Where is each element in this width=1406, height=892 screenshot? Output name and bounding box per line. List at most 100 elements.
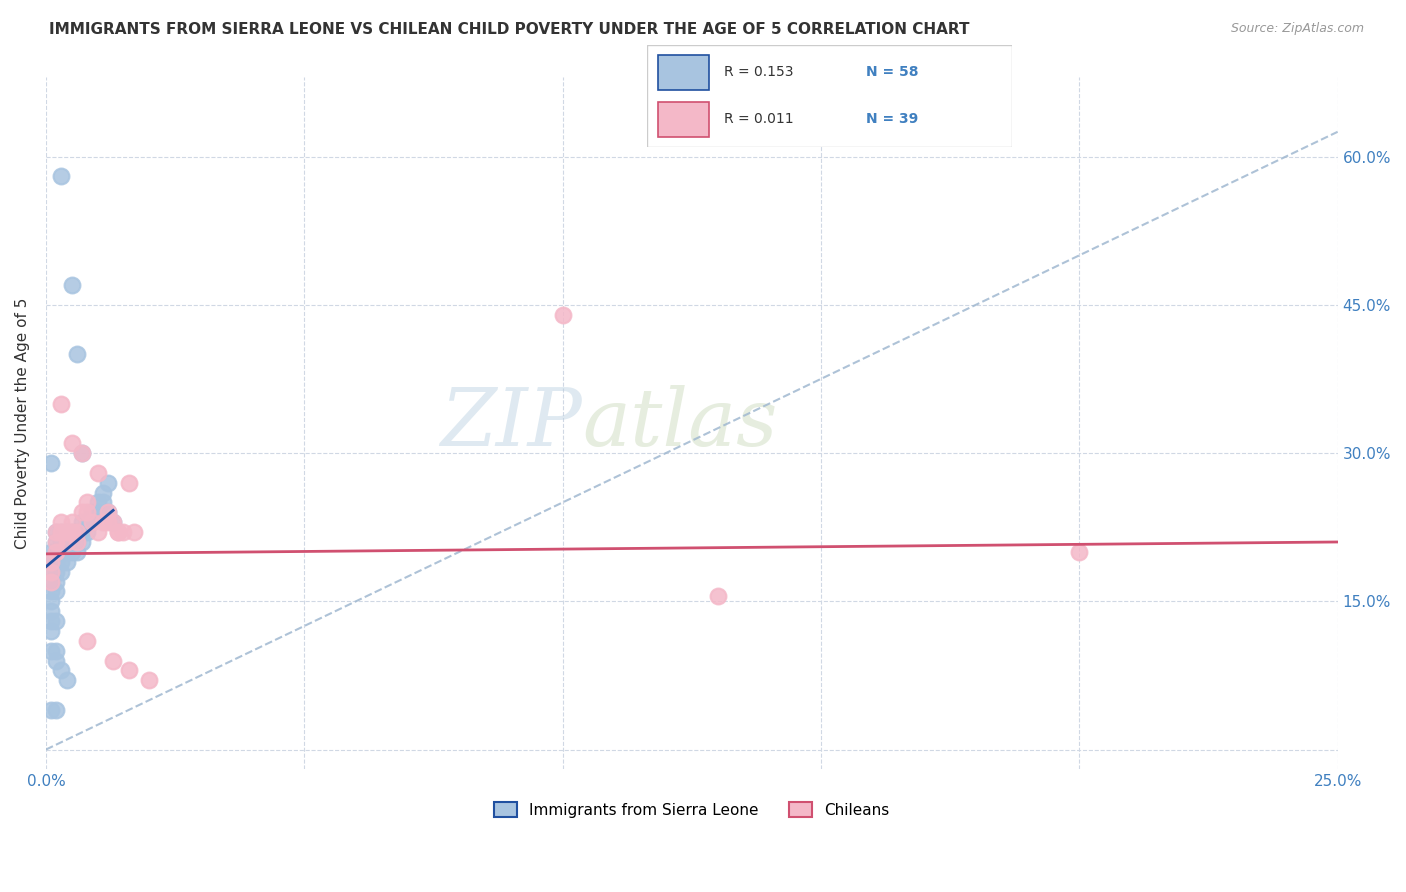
Point [39,545,62,559]
Point [55,555,77,569]
Point [112,525,135,540]
Point [66,347,89,361]
Point [706,590,728,604]
Point [82,505,104,519]
Point [45,584,67,599]
Point [55,545,77,559]
Point [82,515,104,529]
Point [122,525,145,540]
Point [117,475,139,490]
Point [51,525,73,540]
Point [86,525,108,540]
Point [60,278,83,293]
Point [39,565,62,579]
Point [55,673,77,688]
Point [51,396,73,410]
Point [51,664,73,678]
Text: ZIP: ZIP [440,384,582,462]
Point [51,555,73,569]
Point [45,535,67,549]
Legend: Immigrants from Sierra Leone, Chileans: Immigrants from Sierra Leone, Chileans [488,796,896,824]
Point [76,525,98,540]
Y-axis label: Child Poverty Under the Age of 5: Child Poverty Under the Age of 5 [15,298,30,549]
Point [60,535,83,549]
Point [101,515,124,529]
Point [91,485,114,500]
Point [45,643,67,657]
Point [97,515,120,529]
Point [55,525,77,540]
Point [60,515,83,529]
Text: R = 0.153: R = 0.153 [724,65,793,79]
Text: Source: ZipAtlas.com: Source: ZipAtlas.com [1230,22,1364,36]
Point [97,475,120,490]
Point [60,525,83,540]
Point [45,545,67,559]
Point [101,654,124,668]
Point [39,555,62,569]
Point [66,535,89,549]
Point [97,505,120,519]
Point [76,633,98,648]
Point [39,584,62,599]
Text: N = 39: N = 39 [866,112,918,127]
Point [101,515,124,529]
Point [86,505,108,519]
Point [76,515,98,529]
Point [45,654,67,668]
Point [66,525,89,540]
Point [60,525,83,540]
Point [70,505,93,519]
Point [45,703,67,717]
Point [45,525,67,540]
Point [39,574,62,589]
Point [91,495,114,509]
Point [1069,545,1091,559]
Point [39,456,62,470]
Point [39,624,62,638]
Point [45,555,67,569]
Point [86,466,108,480]
Point [70,535,93,549]
Point [138,673,160,688]
Point [82,515,104,529]
Point [51,525,73,540]
Point [70,515,93,529]
Point [45,614,67,628]
Point [39,604,62,618]
Bar [658,55,709,90]
Point [60,545,83,559]
Point [70,446,93,460]
Point [117,664,139,678]
Point [66,535,89,549]
Point [107,525,129,540]
Point [86,495,108,509]
Point [76,505,98,519]
Text: R = 0.011: R = 0.011 [724,112,793,127]
Point [39,594,62,608]
Point [51,169,73,184]
Point [91,515,114,529]
Point [51,515,73,529]
Point [97,505,120,519]
Point [70,525,93,540]
Point [39,574,62,589]
Point [76,495,98,509]
Point [51,545,73,559]
Point [60,436,83,450]
Point [51,565,73,579]
Text: IMMIGRANTS FROM SIERRA LEONE VS CHILEAN CHILD POVERTY UNDER THE AGE OF 5 CORRELA: IMMIGRANTS FROM SIERRA LEONE VS CHILEAN … [49,22,970,37]
Point [45,525,67,540]
Point [55,525,77,540]
Point [45,545,67,559]
Point [51,535,73,549]
Text: N = 58: N = 58 [866,65,918,79]
Point [70,446,93,460]
Point [55,535,77,549]
Point [66,525,89,540]
Point [45,565,67,579]
Point [551,308,574,322]
Point [45,574,67,589]
Point [39,614,62,628]
Point [39,555,62,569]
